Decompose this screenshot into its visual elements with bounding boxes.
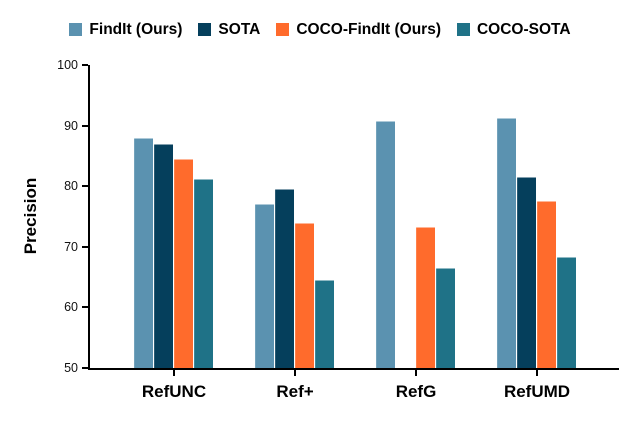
y-tick (82, 306, 88, 309)
legend-label-sota: SOTA (218, 21, 261, 38)
x-tick-label: Ref+ (276, 382, 314, 401)
bar-ref-series2 (295, 223, 314, 368)
legend-swatch-findit (69, 23, 83, 37)
bar-ref-series3 (315, 280, 334, 368)
legend-label-coco-sota: COCO-SOTA (476, 21, 571, 38)
y-tick-label: 70 (64, 239, 78, 254)
x-tick-label: RefUMD (503, 382, 571, 401)
legend-swatch-coco-sota (456, 23, 470, 37)
y-tick-label: 60 (64, 300, 78, 315)
x-tick (294, 370, 296, 376)
x-tick (173, 370, 175, 376)
bar-refunc-series3 (194, 179, 213, 368)
bar-refg-series0 (376, 121, 395, 368)
legend-label-coco-findit: COCO-FindIt (Ours) (296, 21, 441, 38)
y-axis-line (88, 65, 90, 370)
x-tick (536, 370, 538, 376)
y-tick-label: 100 (57, 57, 78, 72)
y-axis-title: Precision (21, 177, 40, 255)
x-tick (415, 370, 417, 376)
x-axis-line (88, 368, 619, 370)
legend-item-coco-findit: COCO-FindIt (Ours) (276, 22, 441, 38)
y-tick-label: 50 (64, 360, 78, 375)
bar-ref-series1 (275, 189, 294, 368)
bar-refumd-series0 (497, 118, 516, 368)
y-tick (82, 64, 88, 66)
legend-swatch-coco-findit (276, 23, 290, 37)
bar-refumd-series1 (517, 177, 536, 368)
bar-refumd-series2 (537, 201, 556, 368)
bar-refunc-series1 (154, 144, 173, 368)
bar-refg-series2 (416, 227, 435, 368)
y-tick (82, 367, 88, 369)
legend: FindIt (Ours) SOTA COCO-FindIt (Ours) CO… (0, 22, 640, 38)
legend-item-findit: FindIt (Ours) (69, 22, 182, 38)
x-tick-label: RefG (395, 382, 437, 401)
y-tick (82, 124, 88, 127)
x-tick-label: RefUNC (141, 382, 207, 401)
legend-item-coco-sota: COCO-SOTA (456, 21, 571, 38)
bar-refumd-series3 (557, 257, 576, 368)
legend-swatch-sota (198, 23, 212, 37)
y-tick-label: 90 (64, 118, 78, 133)
legend-label-findit: FindIt (Ours) (89, 21, 183, 38)
y-tick (82, 185, 88, 188)
bar-refunc-series0 (134, 138, 153, 368)
y-tick (82, 245, 88, 248)
bar-ref-series0 (255, 204, 274, 368)
bar-refunc-series2 (174, 159, 193, 368)
plot-area (90, 65, 619, 368)
legend-item-sota: SOTA (198, 22, 260, 38)
y-tick-label: 80 (64, 178, 78, 193)
bar-refg-series3 (436, 268, 455, 368)
